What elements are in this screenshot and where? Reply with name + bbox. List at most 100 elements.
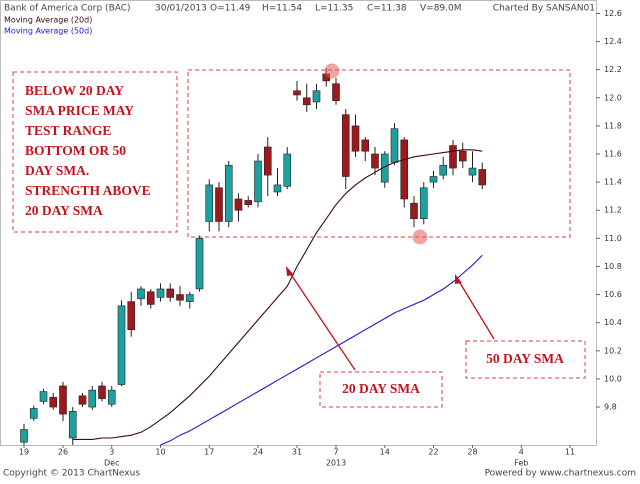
candle-body — [439, 164, 448, 176]
x-period-label: Dec — [104, 459, 119, 468]
chart-title: Bank of America Corp (BAC) — [4, 4, 131, 14]
candle-body — [117, 305, 126, 385]
candle-body — [98, 385, 106, 399]
header-credit: Charted By SANSAN01 — [493, 4, 595, 14]
candle-body — [361, 139, 370, 152]
candle-body — [29, 408, 38, 419]
x-tick-label: 17 — [204, 448, 214, 457]
candle-body — [49, 396, 58, 408]
header-date: 30/01/2013 — [155, 4, 207, 14]
candle-body — [195, 238, 204, 290]
note-box — [12, 71, 178, 233]
candle-body — [107, 389, 116, 405]
x-tick-label: 10 — [155, 448, 165, 457]
x-tick-label: 24 — [253, 448, 263, 457]
x-tick-label: 31 — [292, 448, 302, 457]
candle-body — [185, 294, 194, 302]
candle-body — [263, 146, 272, 176]
arrow-head — [455, 274, 462, 284]
copyright: Copyright © 2013 ChartNexus — [3, 469, 140, 479]
x-period-label: Feb — [514, 459, 528, 468]
candle-body — [410, 202, 418, 219]
y-tick-label: 12.2 — [604, 65, 622, 74]
x-tick-label: 28 — [467, 448, 477, 457]
plot-frame — [0, 0, 597, 446]
candle-body — [254, 160, 262, 203]
candle-body — [78, 395, 87, 405]
range-box — [187, 69, 571, 238]
candle-body — [224, 164, 233, 222]
x-period-label: 2013 — [326, 459, 346, 468]
candle-body — [273, 184, 282, 193]
header-volume: V=89.0M — [420, 4, 462, 14]
candle-body — [429, 176, 438, 183]
header-low: L=11.35 — [315, 4, 353, 14]
candle-body — [88, 389, 97, 408]
candle-body — [380, 153, 389, 183]
ma-line — [72, 149, 483, 440]
y-tick-label: 12.4 — [604, 37, 622, 46]
x-tick-label: 3 — [109, 448, 114, 457]
candle-body — [332, 83, 340, 101]
note-text: BELOW 20 DAY SMA PRICE MAY TEST RANGE BOTTO… — [25, 83, 151, 218]
high-marker — [324, 63, 340, 79]
candle-body — [244, 200, 253, 205]
candle-body — [458, 150, 467, 162]
candle-body — [68, 410, 77, 439]
candle-body — [390, 128, 399, 163]
arrow-line — [456, 277, 495, 340]
header-high: H=11.54 — [262, 4, 302, 14]
x-tick-label: 11 — [565, 448, 575, 457]
plot: 9.8 10.0 10.2 10.4 10.6 10.8 11.0 11.2 11.4 11.6 1… — [4, 9, 622, 468]
y-tick-label: 10.4 — [604, 318, 622, 327]
y-tick-label: 9.8 — [604, 403, 617, 412]
x-tick-label: 22 — [428, 448, 438, 457]
y-tick-label: 10.2 — [604, 346, 622, 355]
candle-body — [312, 90, 321, 103]
candle-body — [20, 429, 28, 443]
candle-body — [478, 169, 487, 186]
y-tick-label: 11.6 — [604, 150, 622, 159]
candle-body — [371, 153, 379, 169]
note-line: BOTTOM OR 50 — [25, 143, 126, 158]
candle-body — [468, 167, 477, 176]
y-tick-label: 12.6 — [604, 9, 622, 18]
note-line: BELOW 20 DAY — [25, 83, 124, 98]
header-close: C=11.38 — [367, 4, 407, 14]
y-tick-label: 11.8 — [604, 121, 622, 130]
y-tick-label: 11.4 — [604, 178, 622, 187]
candle-body — [176, 294, 184, 301]
candle-body — [137, 288, 145, 300]
note-line: STRENGTH ABOVE — [25, 183, 151, 198]
y-tick-label: 10.0 — [604, 374, 622, 383]
legend-entry: Moving Average (50d) — [4, 27, 92, 36]
header-open: O=11.49 — [210, 4, 251, 14]
note-line: SMA PRICE MAY — [25, 103, 134, 118]
low-marker — [412, 229, 428, 245]
arrow-line — [287, 269, 356, 371]
x-tick-label: 14 — [380, 448, 390, 457]
candle-body — [166, 288, 175, 298]
ma-line — [160, 254, 483, 446]
candle-body — [59, 385, 67, 415]
candle-body — [400, 139, 409, 200]
sma50-box — [465, 340, 586, 379]
candle-body — [127, 301, 136, 331]
x-tick-label: 4 — [519, 448, 524, 457]
y-tick-label: 12.0 — [604, 93, 622, 102]
powered-by: Powered by www.chartnexus.com — [485, 469, 636, 479]
candle-body — [146, 291, 155, 305]
y-tick-label: 11.0 — [604, 234, 622, 243]
sma20-label: 20 DAY SMA — [342, 381, 420, 396]
candle-body — [156, 288, 165, 298]
annotations: BELOW 20 DAY SMA PRICE MAY TEST RANGE BOTTO… — [12, 63, 586, 408]
y-tick-label: 10.6 — [604, 290, 622, 299]
sma20-box — [319, 371, 443, 408]
candle-body — [351, 125, 360, 152]
note-line: 20 DAY SMA — [25, 203, 103, 218]
x-tick-label: 7 — [333, 448, 338, 457]
candle-body — [215, 187, 223, 222]
candle-body — [341, 114, 350, 177]
